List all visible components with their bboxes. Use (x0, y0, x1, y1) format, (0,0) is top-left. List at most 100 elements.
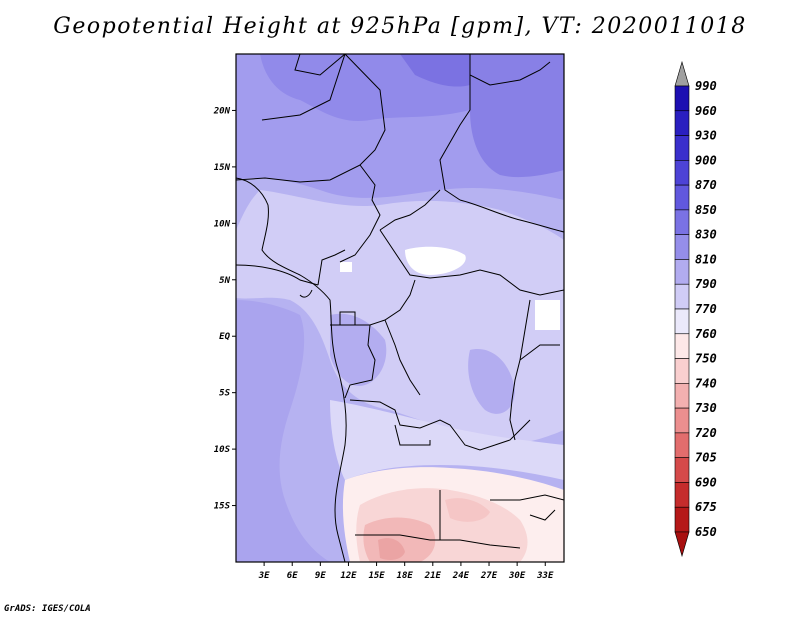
colorbar-level-label: 740 (695, 376, 717, 390)
field-south-transition (330, 400, 564, 480)
colorbar-box (674, 209, 690, 235)
field-libya-high (400, 54, 470, 87)
colorbar-level-label: 675 (695, 500, 717, 514)
colorbar-max-arrow (674, 60, 690, 87)
field-zambia-patch (445, 498, 490, 522)
colorbar-box (674, 506, 690, 533)
field-atlantic (236, 300, 330, 562)
field-east-zone (468, 349, 515, 414)
colorbar-level-label: 690 (695, 475, 717, 489)
chad-sudan-border (439, 54, 471, 201)
south-sudan-border (459, 199, 564, 233)
angola-namibia-border (355, 534, 521, 549)
colorbar-min-arrow (674, 531, 690, 558)
angola-drc-border (349, 399, 496, 451)
x-tick-label: 24E (452, 571, 470, 581)
y-tick-label: 5N (219, 276, 230, 286)
nigeria-border (236, 164, 381, 263)
colorbar-box (674, 160, 690, 186)
uganda-kenya-border (519, 344, 560, 361)
map-border (235, 53, 565, 563)
field-white-patch-small (340, 262, 352, 272)
y-tick-label: EQ (219, 332, 230, 342)
x-tick-label: 21E (424, 571, 442, 581)
field-white-patch-north (405, 246, 466, 275)
colorbar-box (674, 432, 690, 458)
field-northeast-high (470, 54, 564, 178)
colorbar-level-label: 990 (695, 79, 717, 93)
y-tick-label: 5S (219, 389, 230, 399)
zambia-malawi-border (490, 494, 564, 501)
colorbar-level-label: 705 (695, 451, 717, 465)
algeria-border (294, 54, 346, 76)
colorbar-level-label: 830 (695, 228, 717, 242)
colorbar-box (674, 333, 690, 359)
field-kalahari-core (378, 538, 405, 560)
colorbar-level-label: 650 (695, 525, 717, 539)
x-tick-label: 27E (480, 571, 498, 581)
colorbar-box (674, 110, 690, 136)
colorbar-level-label: 900 (695, 153, 717, 167)
chart-title: Geopotential Height at 925hPa [gpm], VT:… (53, 14, 747, 39)
coast-detail (299, 289, 313, 298)
footer-credit: GrADS: IGES/COLA (4, 604, 91, 614)
x-tick-label: 12E (340, 571, 357, 581)
gulf-of-guinea-coast (236, 264, 319, 286)
colorbar-box (674, 407, 690, 434)
colorbar-level-label: 870 (695, 178, 717, 192)
colorbar-level-label: 930 (695, 129, 717, 143)
y-tick-label: 20N (213, 106, 231, 116)
colorbar-level-label: 730 (695, 401, 717, 415)
west-coastline (236, 177, 347, 562)
car-south-border (379, 229, 564, 296)
colorbar-level-label: 760 (695, 327, 717, 341)
x-tick-label: 33E (536, 571, 554, 581)
east-rift-lakes (509, 299, 531, 441)
mali-border (261, 54, 346, 121)
colorbar-box (674, 457, 690, 483)
x-tick-label: 30E (508, 571, 526, 581)
colorbar-level-label: 790 (695, 277, 717, 291)
colorbar-box (674, 184, 690, 211)
colorbar-box (674, 283, 690, 310)
congo-drc-border (384, 319, 421, 396)
niger-libya-border (344, 54, 386, 166)
gabon-congo-border (344, 324, 376, 399)
colorbar-level-label: 810 (695, 252, 717, 266)
colorbar-box (674, 482, 690, 508)
colorbar-level-label: 960 (695, 104, 717, 118)
zambia-north-border (494, 419, 531, 446)
colorbar-level-label: 770 (695, 302, 717, 316)
malawi-lake (529, 509, 556, 521)
y-tick-label: 10N (214, 219, 231, 229)
colorbar-level-label: 720 (695, 426, 717, 440)
x-tick-label: 6E (287, 571, 298, 581)
colorbar-box (674, 259, 690, 285)
x-axis: 3E 6E 9E 12E 15E 18E 21E 24E 27E 30E 33E (258, 562, 554, 581)
colorbar-level-label: 850 (695, 203, 717, 217)
x-tick-label: 15E (368, 571, 385, 581)
colorbar: 990 960 930 900 870 850 830 810 790 770 760 750 740 7… (674, 60, 717, 558)
cameroon-border (317, 249, 346, 286)
colorbar-box (674, 135, 690, 161)
x-tick-label: 3E (258, 571, 270, 581)
x-tick-label: 9E (315, 571, 326, 581)
congo-north-border (330, 279, 416, 326)
y-tick-label: 15S (214, 502, 231, 512)
y-tick-label: 10S (214, 445, 231, 455)
y-axis: 20N 15N 10N 5N EQ 5S 10S 15S (213, 106, 236, 512)
colorbar-box (674, 234, 690, 260)
y-tick-label: 15N (214, 163, 231, 173)
x-tick-label: 18E (397, 571, 414, 581)
colorbar-box (674, 85, 690, 112)
field-gabon-zone (330, 313, 387, 386)
boundaries (236, 54, 564, 562)
car-north-border (379, 189, 441, 231)
colorbar-box (674, 308, 690, 335)
colorbar-box (674, 383, 690, 409)
field-white-patch-east (535, 300, 560, 330)
drc-inner-border (394, 424, 431, 446)
red-sea-coast (469, 54, 551, 86)
map-field (236, 54, 564, 562)
